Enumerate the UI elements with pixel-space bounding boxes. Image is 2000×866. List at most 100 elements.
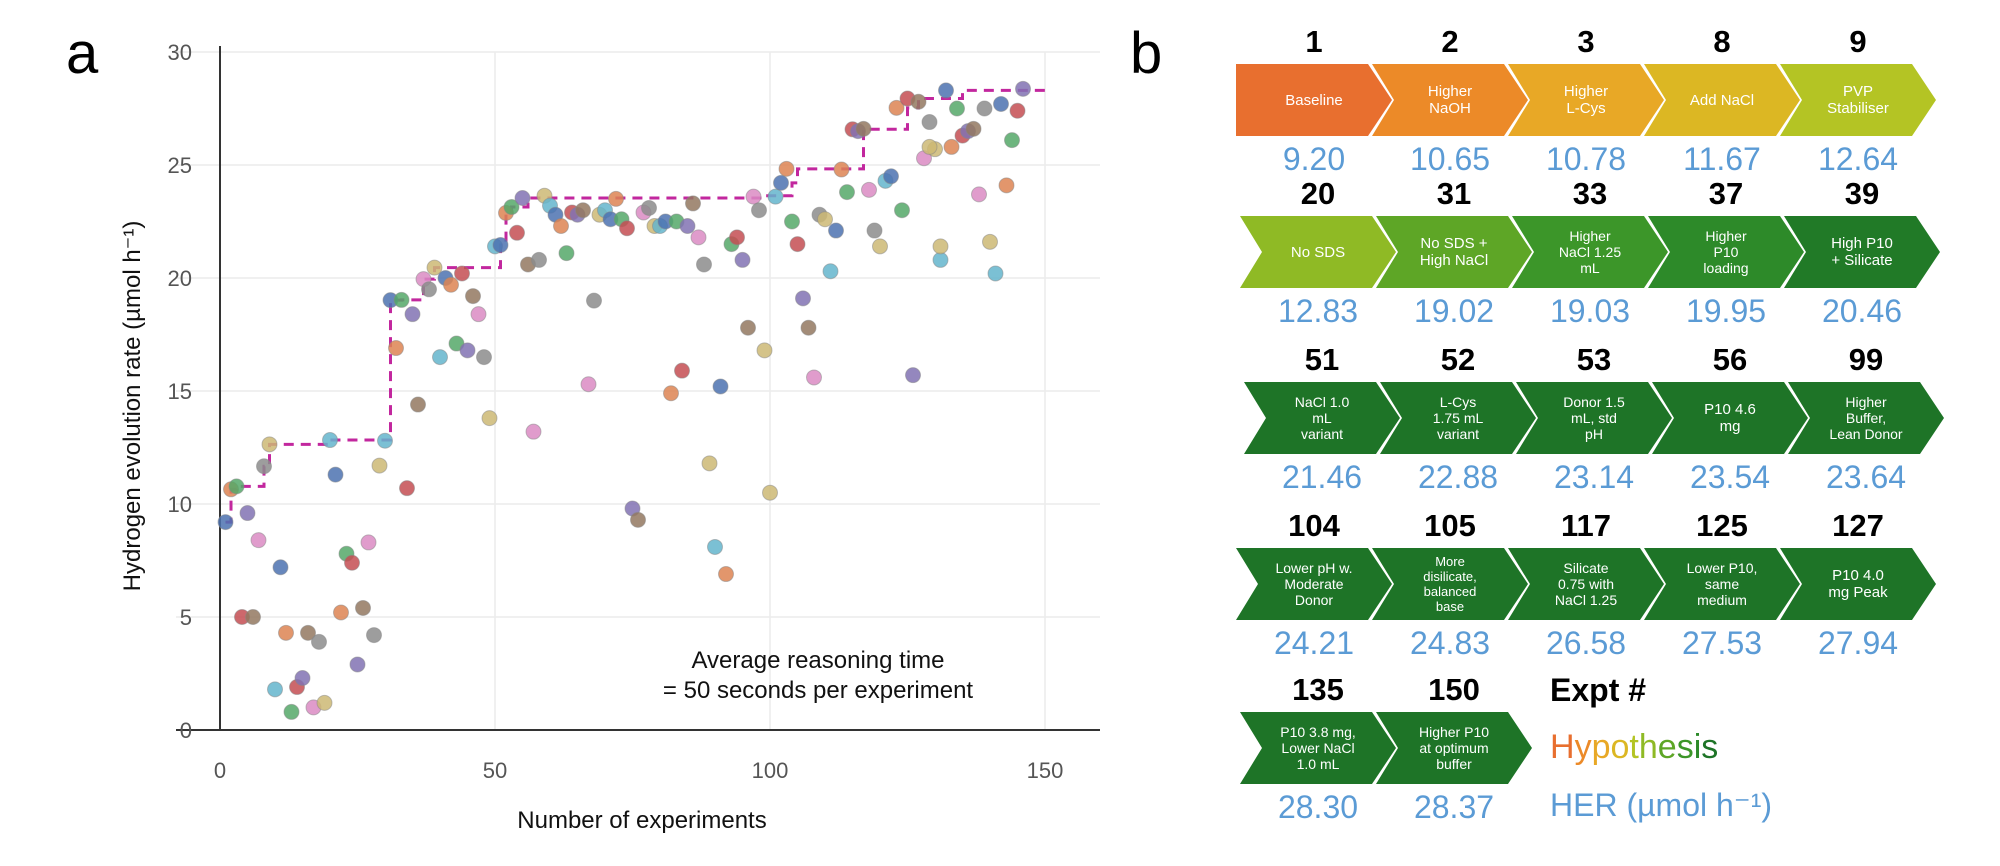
data-point <box>492 237 509 254</box>
experiment-number: 8 <box>1713 24 1731 59</box>
hypothesis-text-line: medium <box>1697 592 1747 608</box>
data-point <box>663 385 679 402</box>
legend-hypothesis-letter: o <box>1610 728 1630 766</box>
hypothesis-text-line: Lower P10, <box>1686 560 1758 576</box>
hypothesis-text: Higher Buffer, Lean Donor <box>1810 382 1922 454</box>
legend-hypothesis-letter: h <box>1638 728 1658 766</box>
experiment-points <box>217 80 1031 720</box>
data-point <box>993 95 1009 112</box>
hypothesis-text-line: NaOH <box>1429 100 1471 117</box>
hypothesis-chevron <box>1512 216 1668 288</box>
hypothesis-text-line: Baseline <box>1285 91 1343 109</box>
hypothesis-text: Lower P10, same medium <box>1666 548 1778 620</box>
data-point <box>976 100 993 117</box>
data-point <box>701 455 718 472</box>
x-axis-label: Number of experiments <box>517 807 766 834</box>
hypothesis-text-line: 1.75 mL <box>1432 410 1484 426</box>
data-point <box>399 480 415 497</box>
her-value: 10.65 <box>1409 141 1491 177</box>
data-point <box>404 306 421 323</box>
legend-expt-number: Expt # <box>1550 672 1647 708</box>
legend-hypothesis-letter: p <box>1591 728 1611 766</box>
hypothesis-text-line: pH <box>1585 426 1603 442</box>
experiment-number: 127 <box>1832 508 1884 543</box>
y-axis-label: Hydrogen evolution rate (µmol h⁻¹) <box>119 221 146 592</box>
hypothesis-text: P10 4.6 mg <box>1674 382 1786 454</box>
data-point <box>283 703 300 720</box>
data-point <box>553 218 569 235</box>
data-point <box>932 238 949 255</box>
data-point <box>322 432 338 449</box>
annotation-line-2: = 50 seconds per experiment <box>663 677 974 704</box>
hypothesis-text: Lower pH w. Moderate Donor <box>1258 548 1370 620</box>
data-point <box>998 177 1015 194</box>
data-point <box>316 694 333 711</box>
data-point <box>932 251 949 268</box>
hypothesis-text-line: 1.0 mL <box>1296 756 1340 772</box>
hypothesis-text-line: variant <box>1436 426 1480 442</box>
data-point <box>751 202 767 219</box>
data-point <box>943 138 960 155</box>
data-point <box>707 538 723 555</box>
data-point <box>778 160 795 177</box>
hypothesis-chevron <box>1516 382 1672 454</box>
her-value: 23.14 <box>1553 459 1635 495</box>
legend-hypothesis-letter: s <box>1676 728 1694 766</box>
experiment-number: 125 <box>1696 508 1748 543</box>
data-point <box>921 138 938 155</box>
x-tick-label: 50 <box>483 758 507 783</box>
hypothesis-text: Higher NaOH <box>1394 64 1506 136</box>
y-tick-label: 10 <box>168 492 192 517</box>
hypothesis-text: L-Cys 1.75 mL variant <box>1402 382 1514 454</box>
data-point <box>905 367 921 384</box>
legend-hypothesis-letter: t <box>1629 728 1639 766</box>
hypothesis-text-line: Donor 1.5 <box>1563 394 1625 410</box>
her-value: 20.46 <box>1821 293 1903 329</box>
x-tick-label: 0 <box>214 758 226 783</box>
hypothesis-text-line: mL <box>1312 410 1332 426</box>
data-point <box>481 410 498 427</box>
hypothesis-text: No SDS + High NaCl <box>1398 216 1510 288</box>
hypothesis-text-line: mg Peak <box>1828 584 1888 601</box>
experiment-number: 1 <box>1305 24 1323 59</box>
her-value: 19.02 <box>1413 293 1495 329</box>
hypothesis-text-line: buffer <box>1436 756 1472 772</box>
hypothesis-chevron <box>1380 382 1536 454</box>
y-tick-label: 5 <box>180 605 192 630</box>
experiment-number: 135 <box>1292 672 1344 707</box>
data-point <box>619 220 635 237</box>
hypothesis-text-line: More <box>1435 554 1465 569</box>
data-point <box>872 238 888 255</box>
data-point <box>393 291 410 308</box>
hypothesis-chevron <box>1236 548 1392 620</box>
hypothesis-text-line: mL <box>1580 260 1600 276</box>
hypothesis-text-line: Lower NaCl <box>1281 740 1355 756</box>
experiment-number: 9 <box>1849 24 1867 59</box>
data-point <box>421 281 437 298</box>
data-point <box>410 396 426 413</box>
hypothesis-text: PVP Stabiliser <box>1802 64 1914 136</box>
hypothesis-text-line: P10 3.8 mg, <box>1280 724 1356 740</box>
y-tick-label: 25 <box>168 153 192 178</box>
hypothesis-text-line: Higher <box>1563 83 1609 100</box>
data-point <box>1015 80 1031 97</box>
data-point <box>685 195 701 212</box>
hypothesis-chevron <box>1648 216 1804 288</box>
data-point <box>558 245 575 262</box>
her-value: 9.20 <box>1282 141 1346 177</box>
hypothesis-text-line: High NaCl <box>1419 252 1489 269</box>
experiment-number: 2 <box>1441 24 1459 59</box>
data-point <box>465 288 481 305</box>
hypothesis-chevron <box>1644 64 1800 136</box>
hypothesis-text-line: NaCl 1.25 <box>1558 244 1622 260</box>
x-tick-label: 150 <box>1027 758 1064 783</box>
hypothesis-text-line: PVP <box>1842 83 1873 100</box>
tick-labels: 0 5 10 15 20 25 30 0 50 100 150 <box>168 40 1064 783</box>
hypothesis-chevron <box>1376 216 1532 288</box>
data-point <box>333 604 349 621</box>
hypothesis-chevron <box>1240 712 1396 784</box>
data-point <box>971 186 987 203</box>
hypothesis-text-line: mg <box>1719 418 1741 435</box>
her-value: 19.03 <box>1549 293 1631 329</box>
data-point <box>888 99 905 116</box>
